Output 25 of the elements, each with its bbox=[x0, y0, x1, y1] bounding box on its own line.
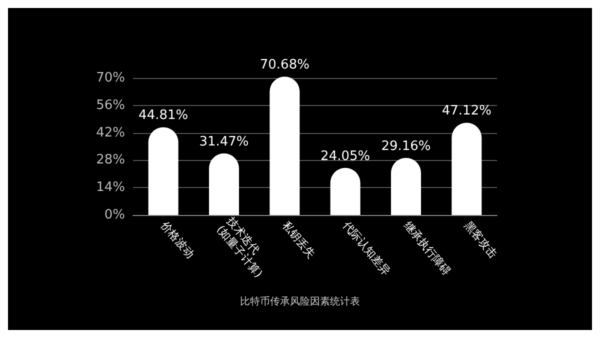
data-label: 47.12% bbox=[442, 104, 492, 119]
bar bbox=[148, 127, 178, 215]
bar bbox=[209, 153, 239, 215]
x-tick-label: 代际认知差异 bbox=[340, 218, 393, 278]
data-label: 44.81% bbox=[138, 108, 188, 124]
text: 比特币传承风险因素统计表 bbox=[240, 296, 360, 308]
bar bbox=[452, 122, 482, 215]
x-tick-label: 价格波动 bbox=[158, 218, 197, 261]
x-tick-label: 技术迭代 (如量子计算) bbox=[214, 214, 265, 280]
x-tick-label: 私钥丢失 bbox=[280, 218, 318, 261]
bar bbox=[270, 76, 300, 215]
data-label: 24.05% bbox=[320, 148, 370, 164]
y-tick-label: 14% bbox=[96, 180, 125, 196]
y-tick-label: 28% bbox=[96, 152, 125, 168]
x-tick-label: 黑客攻击 bbox=[462, 218, 500, 261]
y-tick-label: 70% bbox=[96, 70, 125, 86]
data-label: 29.16% bbox=[381, 138, 431, 154]
y-tick-label: 56% bbox=[96, 98, 125, 113]
data-label: 31.47% bbox=[199, 134, 249, 150]
bar bbox=[330, 168, 360, 215]
data-label: 70.68% bbox=[260, 58, 310, 73]
y-tick-label: 42% bbox=[96, 125, 125, 140]
bar bbox=[391, 158, 421, 215]
x-tick-label: 继承执行障碍 bbox=[401, 218, 454, 278]
y-tick-label: 0% bbox=[104, 208, 125, 222]
